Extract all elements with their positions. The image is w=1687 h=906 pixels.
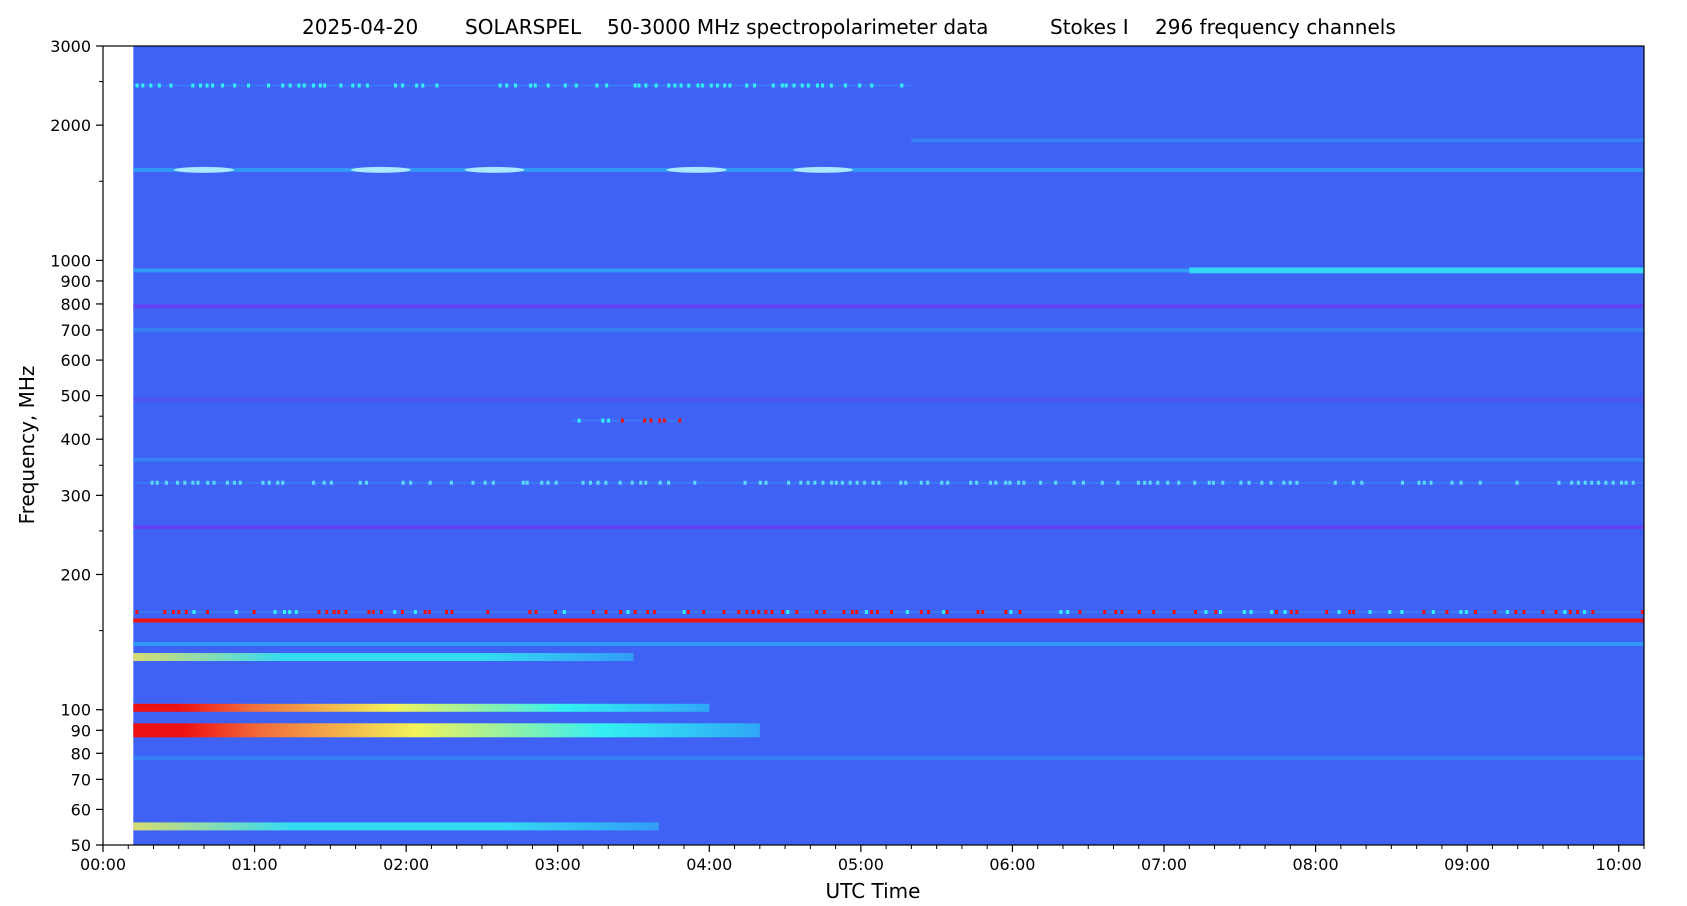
plot-area — [133, 46, 1644, 845]
y-axis-label: Frequency, MHz — [15, 366, 39, 525]
y-tick-label: 500 — [60, 387, 91, 406]
y-tick-label: 90 — [71, 721, 91, 740]
x-tick-label: 05:00 — [838, 855, 884, 874]
y-tick-label: 2000 — [50, 116, 91, 135]
band-165mhz — [133, 610, 1644, 615]
x-tick-label: 01:00 — [232, 855, 278, 874]
y-tick-label: 70 — [71, 770, 91, 789]
spectrogram-background — [133, 46, 1644, 845]
x-tick-label: 03:00 — [535, 855, 581, 874]
band-490mhz — [133, 397, 1644, 402]
y-tick-label: 200 — [60, 565, 91, 584]
title-part: SOLARSPEL — [465, 15, 582, 39]
x-tick-label: 10:00 — [1596, 855, 1642, 874]
x-tick-label: 06:00 — [989, 855, 1035, 874]
band-78mhz — [133, 756, 1644, 761]
y-tick-label: 600 — [60, 351, 91, 370]
band-255mhz — [133, 525, 1644, 530]
band-158mhz — [133, 618, 1644, 623]
x-tick-label: 04:00 — [686, 855, 732, 874]
y-tick-label: 50 — [71, 836, 91, 855]
band-1850mhz — [911, 138, 1644, 143]
y-tick-label: 1000 — [50, 251, 91, 270]
y-tick-label: 900 — [60, 272, 91, 291]
x-tick-label: 02:00 — [383, 855, 429, 874]
y-tick-label: 700 — [60, 321, 91, 340]
chart-title: 2025-04-20 SOLARSPEL 50-3000 MHz spectropo… — [302, 15, 1396, 39]
band-950mhz — [133, 267, 1644, 274]
x-tick-label: 09:00 — [1444, 855, 1490, 874]
band-440mhz — [570, 418, 685, 423]
band-2450mhz — [133, 83, 912, 88]
title-part: 296 frequency channels — [1155, 15, 1396, 39]
y-tick-label: 80 — [71, 744, 91, 763]
title-part: Stokes I — [1050, 15, 1129, 39]
band-101mhz — [133, 703, 710, 712]
band-790mhz — [133, 304, 1644, 309]
band-55mhz — [133, 822, 659, 831]
x-tick-label: 08:00 — [1293, 855, 1339, 874]
band-131mhz — [133, 653, 634, 662]
band-140mhz — [133, 642, 1644, 647]
y-tick-label: 100 — [60, 701, 91, 720]
x-tick-label: 07:00 — [1141, 855, 1187, 874]
plot-frame — [102, 45, 1645, 846]
x-tick-label: 00:00 — [80, 855, 126, 874]
y-tick-label: 3000 — [50, 37, 91, 56]
y-tick-label: 400 — [60, 430, 91, 449]
band-1590mhz — [133, 166, 1644, 173]
band-700mhz — [133, 327, 1644, 332]
title-part: 2025-04-20 — [302, 15, 418, 39]
x-axis: 00:00 01:00 02:00 03:00 04:00 05:00 06:00 07:00… — [80, 845, 1645, 874]
y-tick-label: 800 — [60, 295, 91, 314]
title-part: 50-3000 MHz spectropolarimeter data — [607, 15, 988, 39]
band-320mhz — [133, 480, 1644, 485]
band-360mhz — [133, 457, 1644, 462]
band-90mhz — [133, 723, 760, 738]
x-axis-label: UTC Time — [826, 879, 921, 903]
y-tick-label: 60 — [71, 800, 91, 819]
y-tick-label: 300 — [60, 486, 91, 505]
